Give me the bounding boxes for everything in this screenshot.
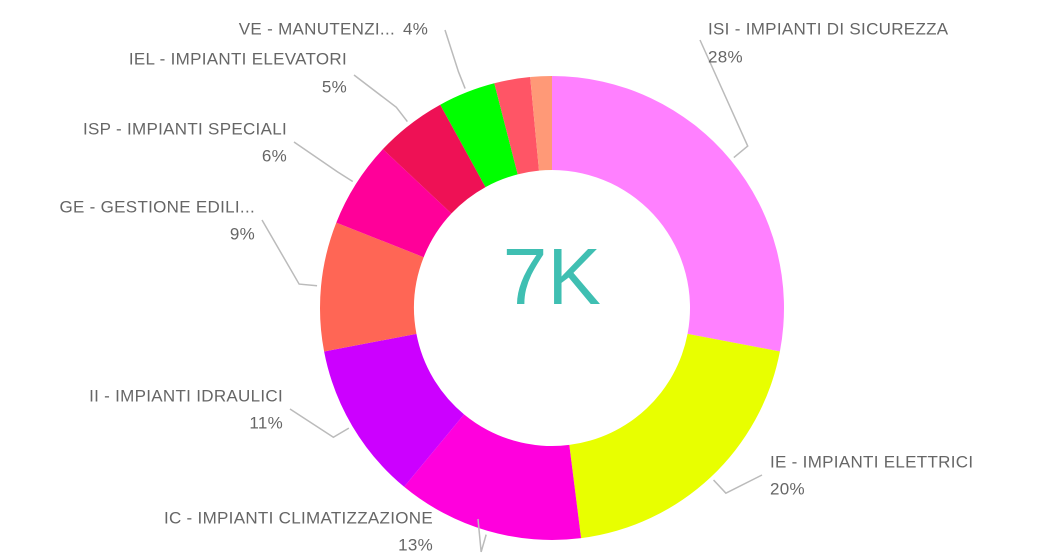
slice [320,222,424,352]
leader-line [261,219,318,287]
value-label: 6% [262,146,287,165]
category-label: VE - MANUTENZI... [239,19,395,38]
value-label: 28% [708,47,743,66]
leader-line [713,474,763,495]
category-label: IC - IMPIANTI CLIMATIZZAZIONE [164,508,433,527]
leader-line [353,74,408,122]
category-label: ISI - IMPIANTI DI SICUREZZA [708,19,949,38]
value-label: 20% [770,479,805,498]
category-label: IE - IMPIANTI ELETTRICI [770,452,973,471]
value-label: 4% [403,19,428,38]
slice [404,414,582,540]
leader-line [289,408,350,439]
slice [494,77,540,175]
slice [382,104,486,214]
leader-line [444,29,466,89]
category-label: II - IMPIANTI IDRAULICI [89,386,283,405]
slice [552,76,784,352]
slice [530,76,552,171]
value-label: 9% [230,224,255,243]
leader-line [477,518,487,553]
slice [440,83,518,188]
value-label: 13% [398,535,433,554]
category-label: GE - GESTIONE EDILI... [59,197,255,216]
category-label: IEL - IMPIANTI ELEVATORI [129,49,347,68]
value-label: 11% [249,413,283,432]
leader-line [699,39,749,159]
category-label: ISP - IMPIANTI SPECIALI [83,119,287,138]
center-label: 7K [503,232,601,321]
leader-line [293,141,354,183]
slice [324,333,465,487]
slice [569,333,780,539]
value-label: 5% [322,77,347,96]
slice [336,149,452,258]
